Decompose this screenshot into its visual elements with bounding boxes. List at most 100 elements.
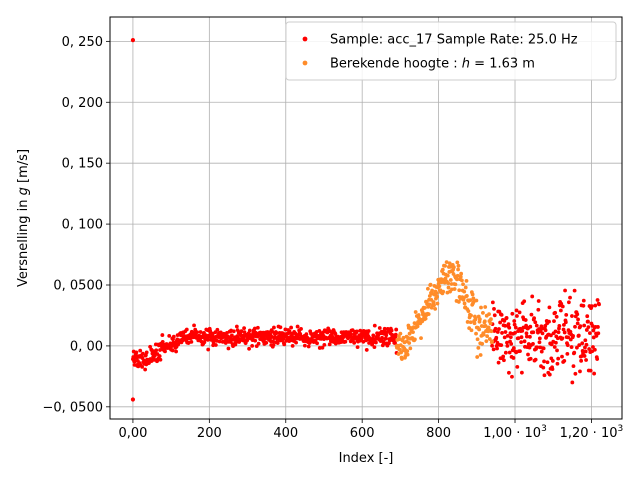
data-point [405,352,410,357]
data-point [584,328,589,332]
data-point [584,358,588,362]
x-axis-label: Index [-] [339,451,394,466]
data-point [394,327,399,332]
data-point [226,346,231,351]
data-point [507,370,511,375]
data-point [309,332,314,336]
data-point [477,317,482,322]
data-point [549,333,553,338]
data-point [469,313,473,318]
y-tick-label: 0, 200 [62,96,103,111]
data-point [503,323,507,328]
data-point [143,367,148,372]
data-point [393,332,398,337]
data-point [213,343,218,347]
data-point [475,355,480,359]
data-point [489,329,494,334]
data-point [483,324,488,328]
data-point [458,274,463,279]
data-point [408,346,413,351]
data-point [588,368,593,373]
data-point [563,288,567,293]
data-point [553,329,558,334]
data-point [508,335,513,340]
data-point [533,357,538,362]
data-point [488,321,493,326]
data-point [596,331,601,336]
data-point [531,330,536,335]
data-point [389,328,394,333]
data-point [504,315,509,320]
data-point [581,298,586,303]
data-point [509,341,514,346]
data-point [495,330,500,334]
data-point [520,328,525,333]
y-tick-label: 0, 00 [70,339,103,354]
y-tick-label: 0, 150 [62,157,103,172]
data-point [461,282,465,287]
data-point [428,282,433,287]
data-point [355,345,360,350]
data-point [555,361,560,366]
data-point [463,285,468,290]
data-point [171,334,176,339]
data-point [583,349,588,354]
data-point [179,333,183,338]
data-point [453,282,458,287]
data-point [511,356,516,360]
data-point [513,325,518,330]
data-point [543,328,548,333]
data-point [456,267,460,272]
data-point [192,323,196,328]
data-point [592,371,597,376]
data-point [581,303,586,308]
y-tick-label: 0, 250 [62,35,103,50]
data-point [434,291,439,296]
data-point [555,348,559,353]
data-point [229,333,234,338]
data-point [371,333,376,338]
data-point [158,357,163,362]
data-point [437,284,442,289]
data-point [307,340,312,345]
data-point [444,260,449,265]
data-point [364,348,369,352]
data-point [524,334,529,339]
data-point [256,341,261,346]
data-point [393,341,397,345]
data-point [457,288,462,293]
data-point [416,313,421,317]
data-point [278,325,283,330]
data-point [487,312,491,317]
data-point [443,264,447,268]
data-point [154,348,159,353]
data-point [439,277,444,282]
data-point [486,325,491,330]
data-point [140,351,145,356]
data-point [516,336,521,341]
data-point [556,356,561,361]
data-point [372,323,377,328]
data-point [568,295,572,300]
data-point [586,325,591,330]
data-point [302,343,307,348]
y-tick-label: 0, 0500 [53,279,103,294]
data-point [575,321,580,326]
data-point [550,359,555,363]
data-point [577,343,582,347]
data-point [496,360,501,365]
x-tick-label: 600 [350,426,375,441]
data-point [505,333,510,338]
data-point [287,329,292,334]
data-point [591,345,595,349]
data-point [247,346,251,351]
data-point [441,289,446,294]
data-point [519,335,524,340]
data-point [245,338,250,343]
data-point [452,287,457,291]
x-tick-label: 800 [426,426,451,441]
data-point [407,341,412,345]
data-point [565,343,570,348]
data-point [317,329,322,333]
data-point [160,333,165,337]
